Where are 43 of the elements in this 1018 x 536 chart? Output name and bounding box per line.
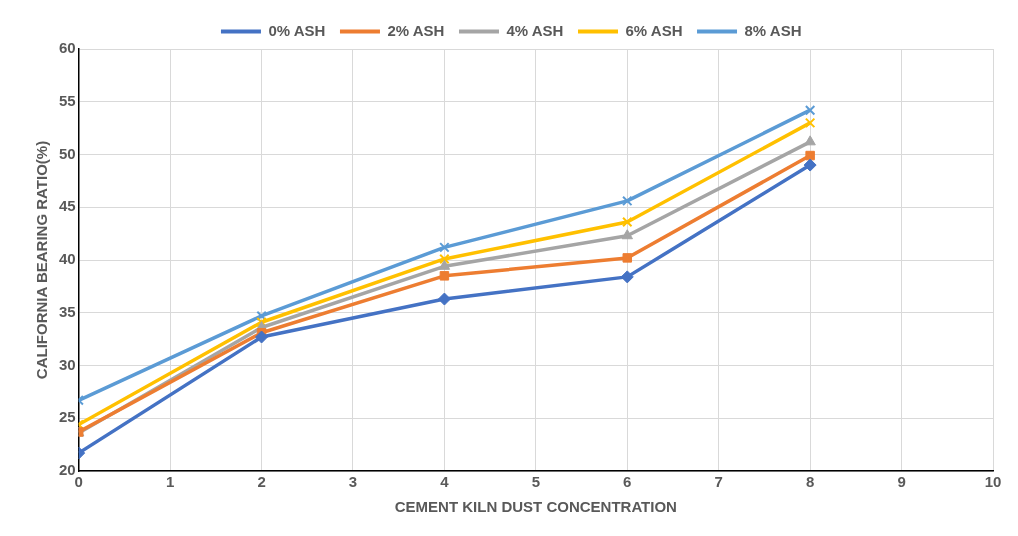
legend-label: 4% ASH — [506, 21, 564, 39]
point — [622, 216, 633, 228]
y-tick-label: 45 — [59, 197, 76, 215]
y-tick-label: 50 — [59, 144, 76, 162]
point — [621, 229, 633, 240]
point — [439, 242, 450, 253]
x-tick-label: 9 — [897, 473, 906, 491]
point — [439, 253, 450, 265]
y-tick-label: 40 — [59, 250, 76, 268]
y-tick-label: 60 — [59, 39, 76, 57]
y-tick-label: 35 — [59, 302, 76, 320]
y-tick-label: 30 — [59, 355, 76, 373]
legend-label: 6% ASH — [625, 21, 683, 39]
point — [804, 117, 816, 129]
y-axis-title: CALIFORNIA BEARING RATIO(%) — [33, 140, 51, 380]
legend-label: 2% ASH — [387, 21, 445, 39]
y-tick-label: 25 — [59, 408, 76, 426]
point — [437, 292, 451, 306]
point — [805, 150, 815, 161]
y-tick-label: 20 — [59, 461, 76, 479]
point — [438, 259, 451, 270]
x-axis-title: CEMENT KILN DUST CONCENTRATION — [394, 498, 677, 516]
x-tick-label: 7 — [714, 473, 723, 491]
x-tick-label: 4 — [440, 473, 450, 491]
x-tick-label: 2 — [257, 473, 266, 491]
legend-label: 0% ASH — [268, 21, 326, 39]
point — [803, 158, 817, 172]
x-tick-label: 3 — [348, 473, 358, 491]
point — [256, 317, 267, 328]
point — [439, 271, 450, 281]
point — [804, 104, 816, 116]
x-tick-label: 10 — [984, 473, 1002, 491]
legend-label: 8% ASH — [744, 21, 802, 39]
x-tick-label: 6 — [623, 473, 632, 491]
x-tick-label: 1 — [165, 473, 175, 491]
x-tick-label: 5 — [531, 473, 541, 491]
point — [622, 253, 633, 263]
y-tick-label: 55 — [59, 91, 76, 109]
x-tick-label: 8 — [805, 473, 815, 491]
point — [622, 195, 633, 207]
point — [255, 330, 269, 344]
x-tick-label: 0 — [74, 473, 83, 491]
point — [620, 270, 634, 284]
